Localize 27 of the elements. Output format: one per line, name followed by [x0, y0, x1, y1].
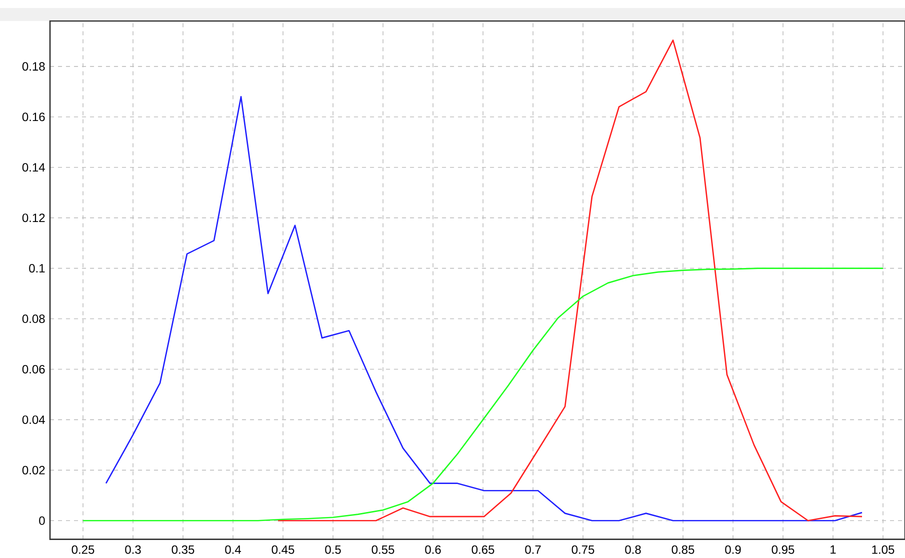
x-tick-label: 0.4 [225, 545, 241, 554]
x-tick-label: 0.65 [472, 545, 494, 554]
y-tick-label: 0.12 [22, 214, 45, 222]
x-tick-label: 1.05 [872, 545, 894, 554]
y-tick-label: 0.16 [22, 112, 45, 122]
x-tick-label: 0.5 [325, 545, 341, 554]
x-tick-label: 0.8 [625, 545, 641, 554]
y-tick-label: 0.02 [22, 466, 45, 474]
x-tick-label: 1 [830, 545, 836, 554]
x-tick-label: 0.25 [72, 545, 94, 554]
y-tick-label: 0 [39, 516, 45, 525]
x-tick-label: 0.3 [125, 545, 141, 554]
x-tick-label: 0.95 [772, 545, 794, 554]
x-tick-label: 0.75 [572, 545, 594, 554]
y-tick-label: 0.08 [22, 314, 45, 324]
y-tick-label: 0.14 [22, 163, 45, 172]
x-tick-label: 0.6 [425, 545, 441, 554]
y-tick-label: 0.18 [22, 62, 45, 71]
x-tick-label: 0.35 [172, 545, 194, 554]
x-tick-label: 0.45 [272, 545, 294, 554]
y-tick-label: 0.06 [22, 364, 45, 374]
x-tick-label: 0.55 [372, 545, 394, 554]
x-tick-label: 0.7 [525, 545, 541, 554]
x-tick-label: 0.9 [725, 545, 741, 554]
y-tick-label: 0.04 [22, 415, 45, 424]
y-tick-label: 0.1 [29, 264, 45, 273]
x-tick-label: 0.85 [672, 545, 694, 554]
